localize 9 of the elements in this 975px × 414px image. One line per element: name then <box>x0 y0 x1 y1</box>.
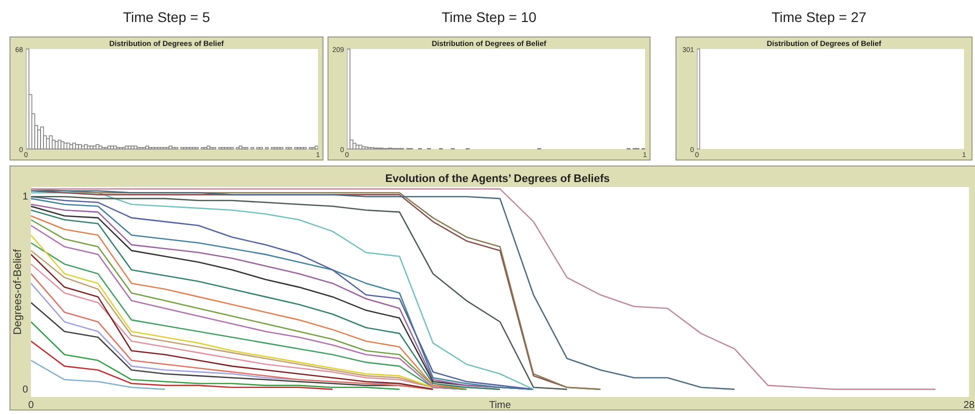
y-tick-label: 1 <box>22 192 28 203</box>
chart-title: Time Step = 10 <box>442 9 537 25</box>
chart-title: Evolution of the Agents’ Degrees of Beliefs <box>385 173 610 185</box>
x-axis-title: Time <box>489 400 512 411</box>
chart-title: Time Step = 27 <box>772 9 867 25</box>
chart-title: Time Step = 5 <box>122 9 210 25</box>
y-tick-label: 0 <box>22 384 28 396</box>
x-tick-label: 28 <box>963 400 975 411</box>
y-axis-title: Degrees-of-Belief <box>12 248 24 335</box>
